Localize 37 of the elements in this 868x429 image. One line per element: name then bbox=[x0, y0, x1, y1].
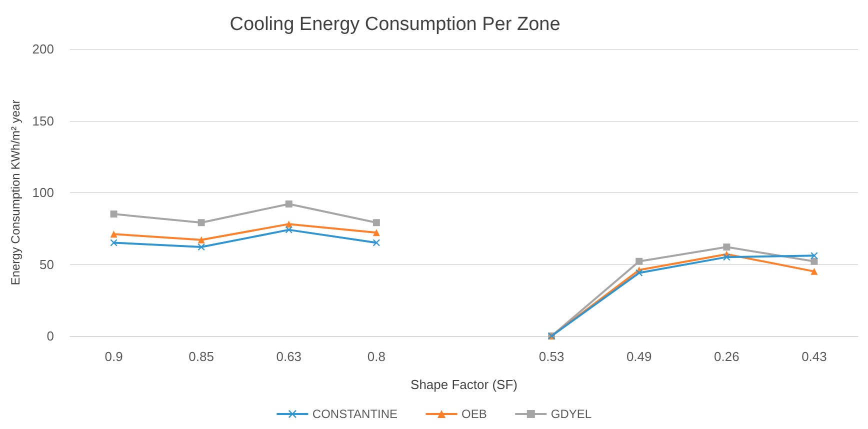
point bbox=[723, 244, 730, 251]
point bbox=[636, 269, 643, 276]
point bbox=[198, 244, 205, 251]
legend-label: CONSTANTINE bbox=[312, 407, 398, 421]
legend-label: GDYEL bbox=[550, 407, 592, 421]
x-axis-title: Shape Factor (SF) bbox=[410, 377, 518, 392]
x-tick-label: 0.9 bbox=[104, 349, 123, 364]
point bbox=[110, 230, 118, 238]
x-tick-label: 0.53 bbox=[538, 349, 564, 364]
point bbox=[372, 219, 380, 226]
x-tick-label: 0.26 bbox=[714, 349, 740, 364]
point bbox=[110, 239, 118, 246]
point bbox=[810, 252, 818, 260]
point bbox=[285, 200, 292, 208]
y-tick-label: 0 bbox=[46, 328, 54, 344]
y-tick-label: 200 bbox=[32, 42, 54, 56]
point bbox=[723, 254, 730, 261]
y-tick-label: 50 bbox=[40, 256, 54, 272]
point bbox=[636, 258, 643, 265]
y-axis-title: Energy Consumption KWh/m² year bbox=[8, 100, 22, 286]
x-tick-label: 0.49 bbox=[626, 349, 652, 364]
x-tick-label: 0.85 bbox=[188, 349, 214, 364]
point bbox=[372, 229, 380, 236]
y-tick-label: 100 bbox=[32, 185, 54, 200]
point bbox=[198, 236, 205, 244]
point bbox=[810, 258, 818, 265]
x-tick-label: 0.63 bbox=[276, 349, 302, 364]
point bbox=[372, 239, 380, 246]
point bbox=[198, 219, 205, 226]
point bbox=[810, 268, 818, 275]
x-tick-label: 0.43 bbox=[802, 349, 827, 364]
point bbox=[110, 210, 118, 218]
legend-label: OEB bbox=[462, 407, 487, 421]
x-tick-label: 0.8 bbox=[367, 349, 386, 364]
y-tick-label: 150 bbox=[32, 113, 54, 128]
chart-title: Cooling Energy Consumption Per Zone bbox=[230, 14, 560, 35]
point bbox=[285, 226, 292, 234]
